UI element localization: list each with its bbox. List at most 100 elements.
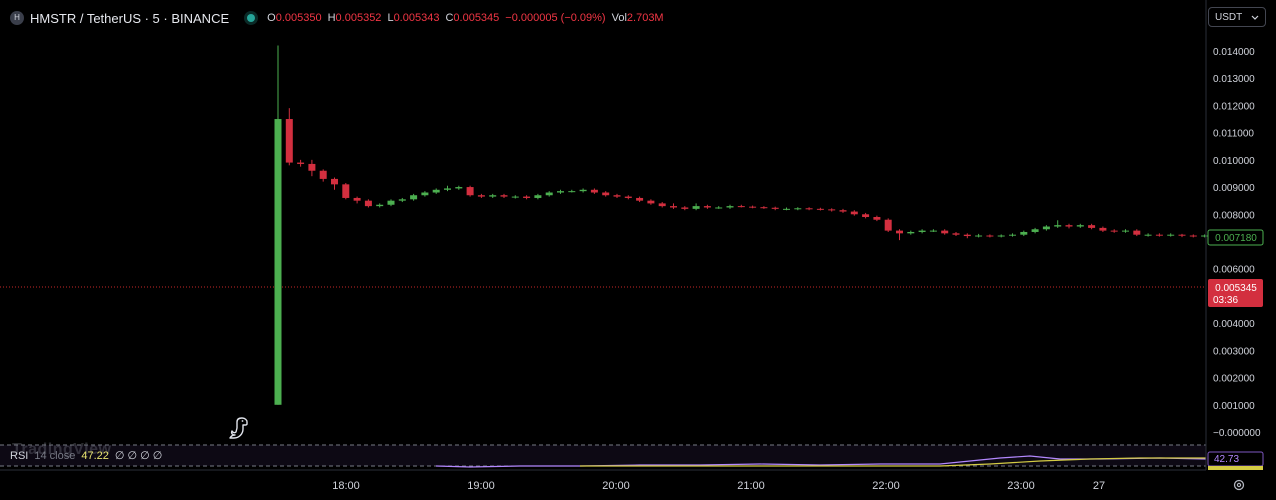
candle — [387, 199, 395, 207]
currency-select[interactable]: USDT — [1208, 7, 1266, 27]
candle — [896, 229, 903, 241]
candle — [353, 196, 361, 204]
candle-body — [896, 230, 903, 234]
rsi-value: 47.22 — [81, 449, 109, 462]
candle-body — [1076, 225, 1084, 227]
candle — [624, 195, 632, 200]
candle — [297, 159, 305, 167]
candle-body — [636, 197, 644, 201]
symbol-icon[interactable]: H — [10, 11, 24, 25]
candle — [308, 159, 316, 177]
candle — [1144, 233, 1152, 237]
prev-close-value: 0.007180 — [1215, 233, 1257, 244]
candle-body — [545, 192, 553, 196]
candle — [986, 234, 994, 238]
rsi-band — [0, 445, 1206, 466]
candle — [1088, 223, 1096, 230]
candle — [647, 199, 655, 205]
candle — [760, 206, 768, 209]
candle-body — [398, 199, 406, 201]
candle — [929, 229, 937, 232]
price-tick-label: 0.002000 — [1213, 374, 1255, 385]
candle-body — [749, 206, 757, 208]
candle-body — [963, 234, 971, 237]
candle-body — [918, 230, 926, 232]
price-axis[interactable]: 0.014000 0.013000 0.012000 0.011000 0.010000… — [1213, 47, 1261, 439]
time-tick-label: 27 — [1093, 480, 1105, 492]
candle — [364, 199, 372, 208]
candle-body — [557, 191, 564, 193]
last-price-value: 0.005345 — [1215, 283, 1257, 294]
price-tick-label: 0.014000 — [1213, 47, 1255, 58]
time-tick-label: 19:00 — [467, 480, 495, 492]
candle — [1076, 223, 1084, 228]
settings-gear-icon[interactable] — [1232, 478, 1246, 492]
candle-body — [658, 203, 666, 207]
time-axis[interactable]: 18:00 19:00 20:00 21:00 22:00 23:00 27 — [332, 480, 1105, 492]
candle — [545, 191, 553, 197]
candle-body — [1065, 225, 1073, 227]
candle — [1133, 229, 1141, 237]
candle — [376, 203, 384, 208]
candle-body — [410, 195, 418, 200]
candle-body — [726, 206, 734, 208]
candle-body — [783, 208, 790, 210]
candle-body — [308, 163, 316, 171]
symbol-title[interactable]: HMSTR / TetherUS · 5 · BINANCE — [30, 10, 230, 26]
candle-body — [862, 214, 870, 218]
price-tick-label: 0.013000 — [1213, 74, 1255, 85]
candle — [907, 230, 915, 235]
candle-body — [319, 170, 327, 179]
candle — [1110, 229, 1118, 233]
candle-body — [816, 208, 824, 210]
price-tick-label: −0.000000 — [1213, 428, 1261, 439]
candle-body — [737, 206, 745, 208]
candle-body — [534, 195, 542, 198]
candle-body — [1031, 229, 1039, 232]
candle — [771, 206, 779, 211]
candle — [749, 205, 757, 209]
candle — [1031, 227, 1039, 234]
candle — [410, 193, 418, 201]
candle — [444, 185, 451, 192]
market-open-icon — [247, 14, 256, 22]
candle-body — [364, 200, 372, 207]
close-value: 0.005345 — [453, 12, 500, 24]
high-label: H — [327, 12, 336, 24]
candle — [850, 210, 858, 216]
price-tick-label: 0.004000 — [1213, 319, 1255, 330]
candle — [534, 193, 542, 200]
time-tick-label: 20:00 — [602, 480, 630, 492]
candle — [726, 204, 734, 209]
candle-body — [692, 206, 700, 209]
dinosaur-icon[interactable] — [227, 416, 251, 442]
candle — [1189, 234, 1197, 238]
candle — [1201, 234, 1209, 238]
candle — [557, 189, 564, 194]
candle-body — [794, 208, 802, 210]
candle — [692, 203, 700, 211]
rsi-legend[interactable]: RSI 14 close 47.22 ∅ ∅ ∅ ∅ — [10, 449, 162, 463]
currency-value: USDT — [1215, 11, 1243, 23]
candle — [511, 195, 519, 199]
candle-body — [1178, 234, 1186, 236]
ohlc-values: O0.005350 H0.005352 L0.005343 C0.005345 … — [267, 12, 663, 24]
candle-body — [986, 235, 994, 237]
candle-body — [647, 200, 655, 204]
candle-body — [331, 178, 338, 185]
candle — [1054, 220, 1062, 228]
close-label: C — [445, 12, 454, 24]
candle-body — [1020, 231, 1028, 235]
candle-body — [602, 192, 610, 196]
candle-body — [952, 233, 960, 235]
candle — [523, 195, 531, 200]
candle — [1178, 233, 1186, 238]
time-tick-label: 22:00 — [872, 480, 900, 492]
low-label: L — [387, 12, 394, 24]
candle-body — [1201, 235, 1209, 237]
candle — [636, 196, 644, 203]
volume-label: Vol — [611, 12, 627, 24]
candle — [579, 188, 587, 193]
candle-body — [376, 204, 384, 207]
